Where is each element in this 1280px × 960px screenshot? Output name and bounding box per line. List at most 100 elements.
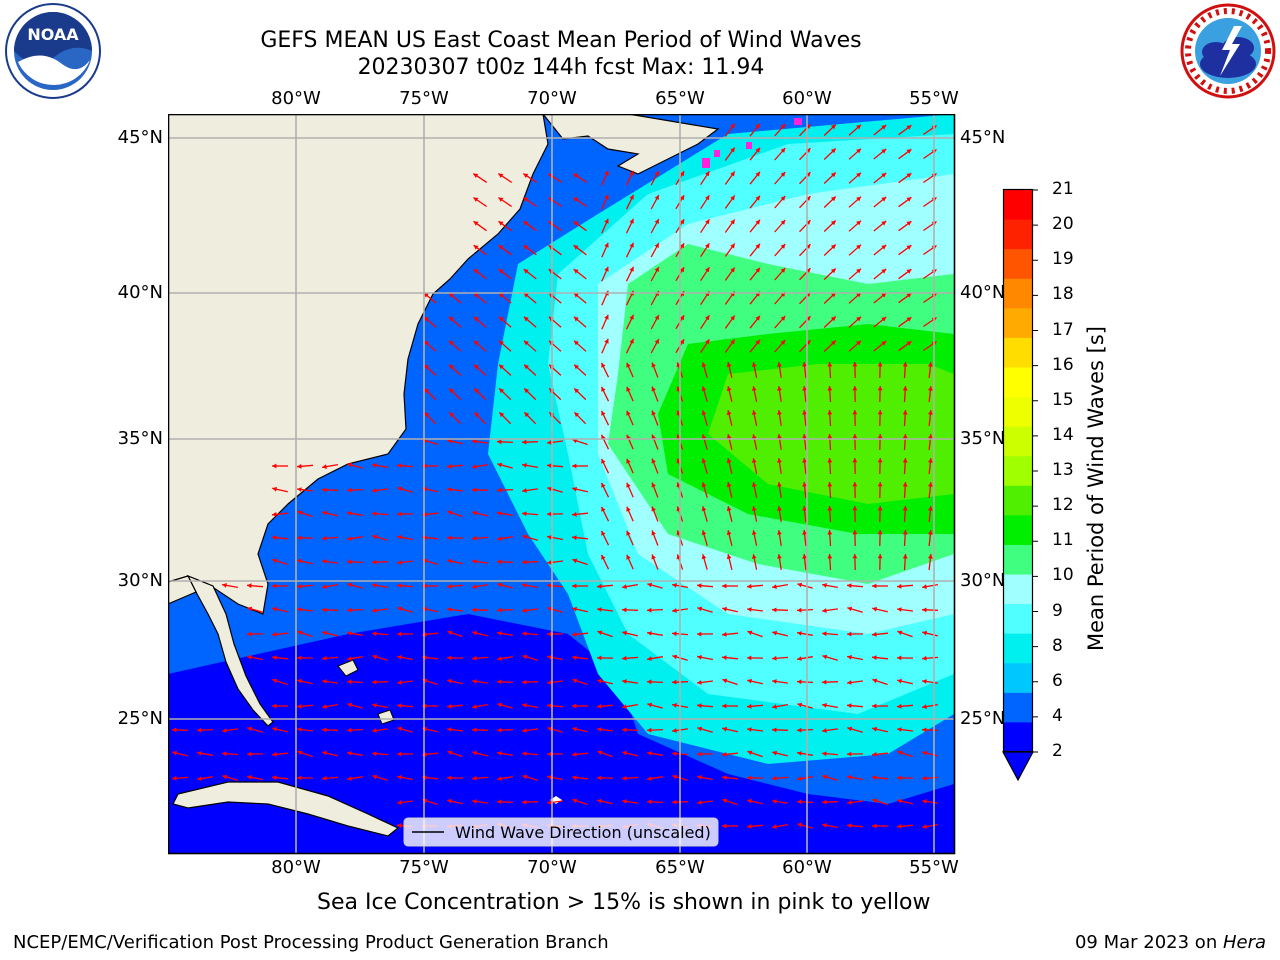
colorbar-tick-label: 4 <box>1052 705 1063 726</box>
wind-arrow-head <box>297 535 302 541</box>
wind-arrow-head <box>647 727 652 733</box>
wind-arrow-head <box>897 750 903 756</box>
wind-arrow-head <box>726 554 732 560</box>
wind-arrow-head <box>297 655 302 661</box>
wind-arrow-head <box>247 751 252 757</box>
wind-arrow-head <box>906 245 912 250</box>
wind-arrow-head <box>272 535 277 540</box>
wind-arrow-head <box>772 775 777 781</box>
wind-arrow-head <box>897 678 902 684</box>
wind-arrow-head <box>601 530 606 536</box>
wind-arrow-head <box>604 170 609 176</box>
wind-arrow-head <box>697 583 702 589</box>
wind-arrow-head <box>629 314 634 320</box>
colorbar-extend-arrow <box>1001 751 1035 782</box>
wind-arrow-head <box>499 364 504 370</box>
wind-arrow-head <box>672 679 677 685</box>
wind-arrow-head <box>524 388 530 394</box>
wind-arrow-head <box>447 678 452 684</box>
wind-arrow-head <box>827 554 833 559</box>
wind-arrow-head <box>547 800 552 805</box>
wind-arrow-head <box>705 315 710 321</box>
wind-arrow-head <box>522 728 527 733</box>
wind-arrow-head <box>523 269 529 274</box>
wind-arrow-head <box>672 774 678 780</box>
wind-arrow-head <box>347 462 353 468</box>
wind-arrow-head <box>272 486 277 492</box>
wind-arrow-head <box>797 631 802 636</box>
wind-arrow-head <box>847 703 852 709</box>
wind-arrow-head <box>498 269 504 274</box>
wind-arrow-head <box>872 798 878 804</box>
wind-arrow-head <box>897 607 902 612</box>
wind-arrow-head <box>822 823 827 828</box>
map-panel: Wind Wave Direction (unscaled) <box>168 114 956 855</box>
wind-arrow-head <box>497 656 502 661</box>
footer-date: 09 Mar 2023 on Hera <box>1075 932 1266 953</box>
wind-arrow-head <box>822 631 827 637</box>
wind-arrow-head <box>626 554 631 560</box>
wind-arrow-head <box>730 171 735 177</box>
wind-arrow-head <box>654 267 659 272</box>
wind-arrow-head <box>651 506 656 512</box>
wind-arrow-head <box>472 750 478 756</box>
wind-arrow-head <box>247 583 252 589</box>
wind-arrow-head <box>906 197 912 202</box>
wind-arrow-head <box>906 149 912 154</box>
wind-arrow-head <box>397 560 402 565</box>
wind-arrow-head <box>872 655 877 660</box>
wind-arrow-head <box>523 292 529 298</box>
lon-label-top: 80°W <box>271 88 321 109</box>
wind-arrow-head <box>777 434 782 439</box>
colorbar-segment <box>1004 515 1032 546</box>
wind-arrow-head <box>747 703 752 709</box>
wind-arrow-head <box>852 458 858 463</box>
wind-arrow-head <box>272 632 277 637</box>
wind-arrow-head <box>647 582 653 588</box>
wind-arrow-head <box>197 751 202 756</box>
wind-arrow-head <box>497 631 502 636</box>
wind-arrow-head <box>574 340 579 346</box>
colorbar-segment <box>1004 249 1032 280</box>
colorbar-segment <box>1004 278 1032 309</box>
wind-arrow-head <box>747 823 752 829</box>
wind-arrow-head <box>730 267 735 273</box>
wind-arrow-head <box>347 536 352 541</box>
wind-arrow-head <box>322 510 328 516</box>
wind-arrow-head <box>547 775 552 780</box>
wind-arrow-head <box>830 124 836 130</box>
wind-arrow-head <box>322 775 327 781</box>
wind-arrow-head <box>497 607 502 613</box>
wind-arrow-head <box>448 292 454 298</box>
wind-arrow-head <box>881 269 887 274</box>
wind-arrow-head <box>449 412 455 418</box>
wind-arrow-head <box>397 751 402 757</box>
wind-arrow-head <box>604 242 609 248</box>
wind-arrow-head <box>597 798 602 804</box>
wind-arrow-head <box>622 750 628 756</box>
wind-arrow-head <box>797 656 802 661</box>
wind-arrow-head <box>697 606 703 612</box>
wind-arrow-head <box>654 219 659 224</box>
wind-arrow-head <box>497 536 502 541</box>
wind-arrow-head <box>601 362 606 368</box>
wind-arrow-head <box>780 268 786 273</box>
wind-arrows <box>171 123 939 829</box>
wind-arrow-head <box>447 535 452 541</box>
wind-arrow-head <box>830 340 836 346</box>
wind-arrow-head <box>572 486 577 492</box>
wind-arrow-head <box>847 800 852 805</box>
wind-arrow-head <box>797 679 802 685</box>
wind-arrow-head <box>928 482 933 487</box>
wind-arrow-head <box>802 386 807 391</box>
wind-arrow-head <box>573 245 579 250</box>
wind-arrow-head <box>626 362 631 368</box>
wind-arrow-head <box>672 583 677 588</box>
wind-arrow-head <box>651 386 656 392</box>
wind-arrow-head <box>872 823 877 829</box>
wind-arrow-head <box>297 607 302 612</box>
wind-arrow-head <box>922 775 927 781</box>
legend-label: Wind Wave Direction (unscaled) <box>455 823 711 842</box>
wind-arrow-head <box>852 362 858 367</box>
wind-arrow-head <box>827 410 833 415</box>
